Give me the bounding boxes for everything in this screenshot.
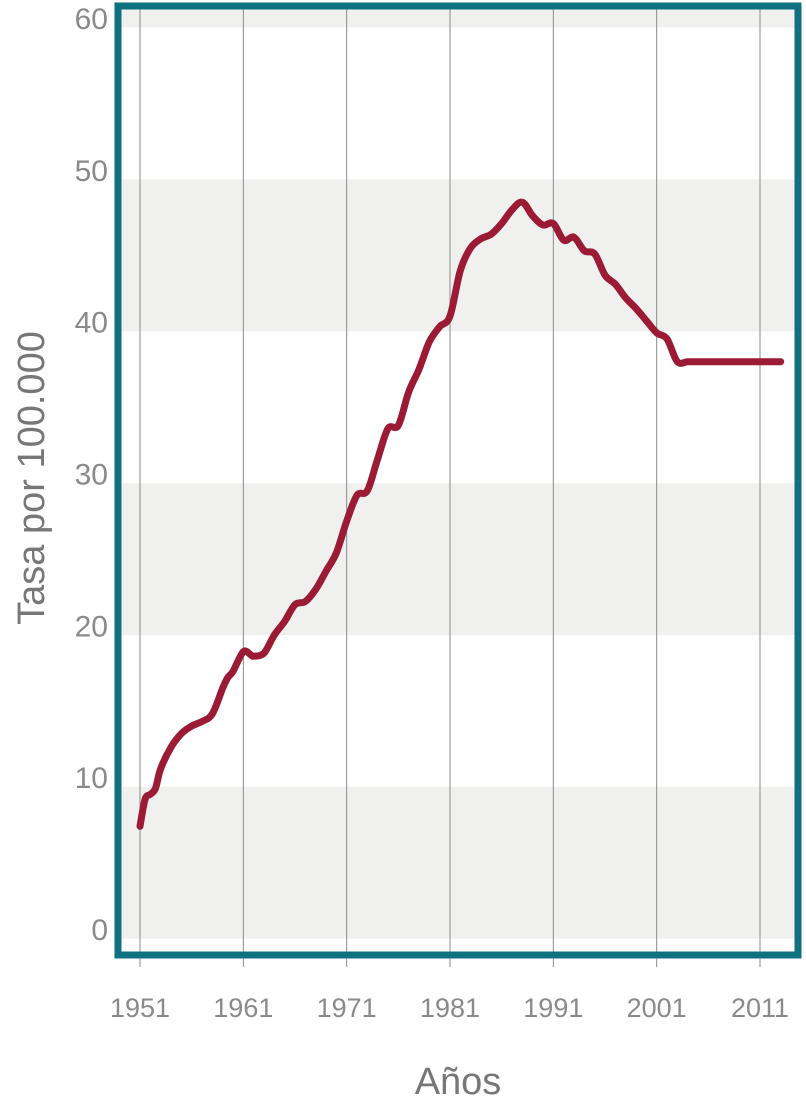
y-tick-label: 0 [91, 914, 108, 947]
background-band [118, 786, 798, 939]
series-layer [136, 198, 785, 830]
y-tick-label: 50 [75, 155, 108, 188]
background-band [118, 179, 798, 332]
x-axis-ticks: 1951 1961 1971 1981 1991 2001 2011 [110, 958, 789, 1023]
vertical-gridlines [139, 6, 761, 955]
x-tick-label: 1981 [420, 993, 480, 1023]
y-axis-ticks: 0 10 20 30 40 50 60 [75, 3, 108, 947]
background-bands [118, 6, 798, 939]
y-tick-label: 20 [75, 610, 108, 643]
plot-frame [114, 2, 802, 959]
y-tick-label: 10 [75, 762, 108, 795]
x-tick-label: 1991 [523, 993, 583, 1023]
x-tick-label: 1951 [110, 993, 170, 1023]
y-tick-label: 60 [75, 3, 108, 36]
series-line [136, 198, 785, 830]
x-tick-label: 1961 [213, 993, 273, 1023]
y-tick-label: 40 [75, 307, 108, 340]
y-tick-label: 30 [75, 459, 108, 492]
x-tick-label: 1971 [317, 993, 377, 1023]
x-tick-label: 2011 [731, 993, 789, 1023]
x-tick-label: 2001 [627, 993, 687, 1023]
x-axis-label: Años [415, 1061, 502, 1099]
background-band [118, 483, 798, 635]
y-axis-label: Tasa por 100.000 [11, 331, 53, 625]
background-band [118, 6, 798, 28]
